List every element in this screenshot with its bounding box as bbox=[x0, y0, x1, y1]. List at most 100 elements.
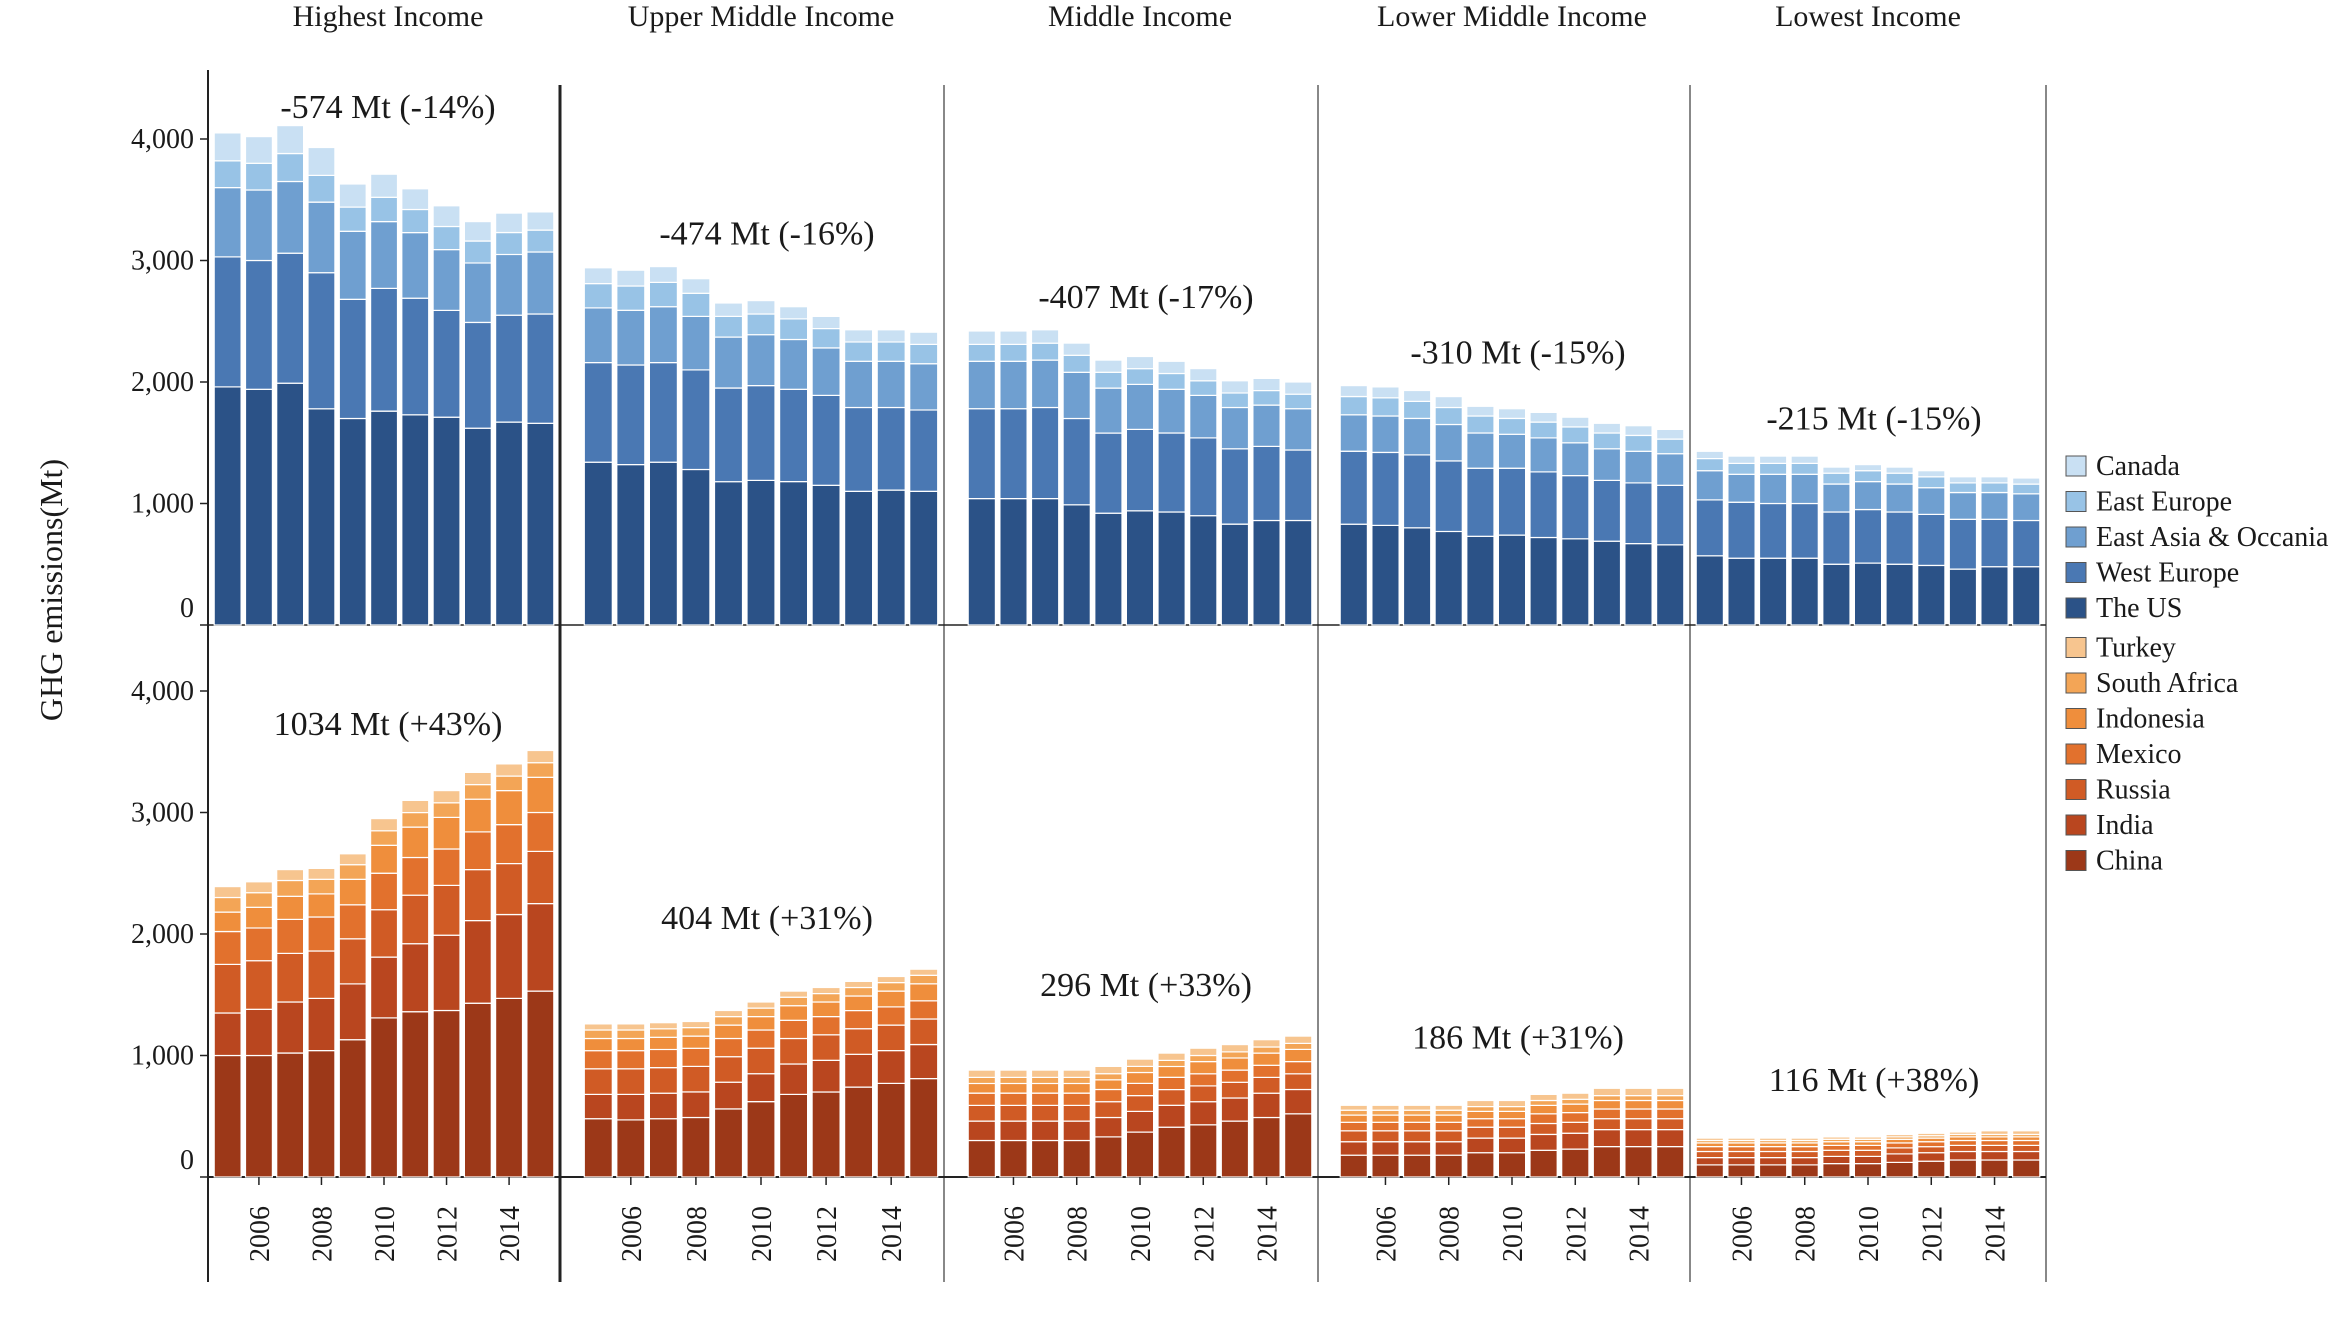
panel-highest-income-developed bbox=[213, 124, 555, 626]
bar-highest-income-developing-turkey-2014 bbox=[495, 763, 524, 777]
bar-middle-income-developed-east-europe-2008 bbox=[1062, 354, 1091, 373]
bar-lower-middle-income-developing-mexico-2013 bbox=[1592, 1108, 1622, 1120]
bar-middle-income-developing-indonesia-2010 bbox=[1125, 1071, 1155, 1084]
bar-lowest-income-developed-east-europe-2011 bbox=[1885, 472, 1914, 485]
bar-middle-income-developing-india-2011 bbox=[1157, 1104, 1186, 1128]
bar-upper-middle-income-developing-mexico-2014 bbox=[876, 1006, 906, 1026]
bar-lowest-income-developed-canada-2012 bbox=[1917, 470, 1946, 478]
bar-lower-middle-income-developing-mexico-2009 bbox=[1466, 1118, 1495, 1128]
bar-lowest-income-developed-west-europe-2010 bbox=[1853, 509, 1883, 564]
bar-middle-income-developed-the-us-2014 bbox=[1252, 519, 1281, 626]
bar-upper-middle-income-developing-south-africa-2011 bbox=[778, 996, 809, 1007]
bar-highest-income-developed-east-asia-occania-2006 bbox=[244, 189, 273, 262]
bar-lower-middle-income-developed-east-asia-occania-2011 bbox=[1529, 437, 1558, 473]
bar-lowest-income-developed-west-europe-2008 bbox=[1790, 502, 1819, 559]
bar-lowest-income-developed-east-asia-occania-2009 bbox=[1822, 483, 1851, 513]
bar-upper-middle-income-developed-east-asia-occania-2008 bbox=[681, 315, 711, 371]
bar-lower-middle-income-developed-east-europe-2005 bbox=[1339, 396, 1368, 416]
bar-middle-income-developing-indonesia-2009 bbox=[1094, 1079, 1123, 1091]
bar-highest-income-developing-turkey-2008 bbox=[307, 867, 336, 880]
bar-upper-middle-income-developed-west-europe-2007 bbox=[648, 362, 679, 463]
bar-lowest-income-developing-china-2011 bbox=[1885, 1161, 1914, 1178]
bar-lowest-income-developed-east-europe-2014 bbox=[1980, 482, 2009, 494]
bar-middle-income-developing-turkey-2005 bbox=[967, 1069, 997, 1078]
panel-lower-middle-income-developing bbox=[1339, 1087, 1685, 1178]
bar-upper-middle-income-developing-turkey-2014 bbox=[876, 975, 906, 984]
bar-upper-middle-income-developing-mexico-2006 bbox=[616, 1049, 646, 1070]
bar-middle-income-developed-east-asia-occania-2010 bbox=[1125, 383, 1155, 430]
bar-middle-income-developed-west-europe-2011 bbox=[1157, 432, 1186, 513]
bar-highest-income-developed-west-europe-2008 bbox=[307, 272, 336, 410]
x-tick-label-upper-middle-income-2010: 2010 bbox=[747, 1206, 778, 1262]
x-tick-label-upper-middle-income-2012: 2012 bbox=[812, 1206, 843, 1262]
bar-middle-income-developing-mexico-2006 bbox=[999, 1092, 1028, 1106]
bar-highest-income-developed-canada-2009 bbox=[338, 183, 367, 208]
bar-middle-income-developed-the-us-2013 bbox=[1220, 523, 1250, 626]
bar-upper-middle-income-developing-mexico-2009 bbox=[713, 1037, 744, 1058]
bar-lowest-income-developed-east-asia-occania-2013 bbox=[1948, 492, 1978, 520]
bar-highest-income-developing-south-africa-2012 bbox=[432, 802, 461, 818]
bar-middle-income-developing-india-2012 bbox=[1189, 1101, 1218, 1126]
bar-upper-middle-income-developing-mexico-2011 bbox=[778, 1019, 809, 1040]
bar-middle-income-developed-east-europe-2011 bbox=[1157, 372, 1186, 390]
bar-lowest-income-developing-russia-2011 bbox=[1885, 1147, 1914, 1155]
bar-upper-middle-income-developed-the-us-2011 bbox=[778, 481, 809, 626]
bar-middle-income-developing-china-2007 bbox=[1030, 1139, 1060, 1178]
bar-highest-income-developing-russia-2012 bbox=[432, 884, 461, 936]
bar-lower-middle-income-developing-turkey-2011 bbox=[1529, 1093, 1558, 1102]
bar-upper-middle-income-developing-india-2006 bbox=[616, 1093, 646, 1121]
bar-highest-income-developed-east-asia-occania-2008 bbox=[307, 201, 336, 274]
bar-upper-middle-income-developed-the-us-2005 bbox=[583, 461, 613, 626]
bar-lowest-income-developed-east-europe-2006 bbox=[1727, 462, 1756, 475]
bar-highest-income-developed-east-asia-occania-2007 bbox=[276, 180, 305, 254]
bar-lower-middle-income-developing-south-africa-2007 bbox=[1402, 1109, 1432, 1116]
bar-highest-income-developing-russia-2008 bbox=[307, 950, 336, 1000]
bar-middle-income-developing-russia-2009 bbox=[1094, 1101, 1123, 1119]
bar-upper-middle-income-developed-canada-2015 bbox=[909, 331, 939, 346]
panel-lowest-income-developed bbox=[1695, 450, 2041, 626]
legend-swatch-west-europe bbox=[2065, 562, 2087, 583]
bar-highest-income-developing-mexico-2007 bbox=[276, 918, 305, 955]
bar-upper-middle-income-developed-east-asia-occania-2009 bbox=[713, 336, 744, 389]
bar-middle-income-developing-south-africa-2007 bbox=[1030, 1076, 1060, 1085]
bar-highest-income-developed-west-europe-2013 bbox=[463, 321, 492, 429]
bar-middle-income-developed-canada-2006 bbox=[999, 330, 1028, 345]
bar-middle-income-developed-the-us-2005 bbox=[967, 498, 997, 626]
bar-middle-income-developed-east-asia-occania-2006 bbox=[999, 360, 1028, 410]
bar-lower-middle-income-developed-east-europe-2007 bbox=[1402, 400, 1432, 419]
bar-lowest-income-developing-turkey-2015 bbox=[2011, 1130, 2041, 1136]
bar-upper-middle-income-developing-south-africa-2007 bbox=[648, 1028, 679, 1038]
bar-middle-income-developed-east-europe-2015 bbox=[1283, 393, 1313, 410]
bar-lower-middle-income-developed-west-europe-2010 bbox=[1497, 467, 1527, 536]
bar-lowest-income-developing-russia-2006 bbox=[1727, 1150, 1756, 1159]
bar-lower-middle-income-developing-south-africa-2014 bbox=[1624, 1094, 1653, 1102]
bar-lower-middle-income-developing-russia-2007 bbox=[1402, 1130, 1432, 1143]
bar-lower-middle-income-developing-china-2010 bbox=[1497, 1152, 1527, 1178]
bar-highest-income-developed-east-europe-2013 bbox=[463, 240, 492, 264]
bar-lowest-income-developing-mexico-2012 bbox=[1917, 1141, 1946, 1148]
bar-highest-income-developed-the-us-2008 bbox=[307, 408, 336, 626]
bar-lowest-income-developing-mexico-2007 bbox=[1758, 1145, 1788, 1153]
bar-highest-income-developing-south-africa-2013 bbox=[463, 783, 492, 800]
y-tick-label-bottom-4000: 4,000 bbox=[131, 676, 194, 707]
bar-highest-income-developing-indonesia-2014 bbox=[495, 789, 524, 826]
bar-upper-middle-income-developed-west-europe-2012 bbox=[811, 394, 841, 486]
bar-middle-income-developed-east-asia-occania-2005 bbox=[967, 360, 997, 410]
bar-upper-middle-income-developing-china-2007 bbox=[648, 1118, 679, 1178]
bar-lowest-income-developed-the-us-2011 bbox=[1885, 563, 1914, 626]
bar-lower-middle-income-developing-china-2009 bbox=[1466, 1152, 1495, 1178]
bar-highest-income-developing-indonesia-2005 bbox=[213, 911, 242, 933]
bar-highest-income-developed-canada-2011 bbox=[401, 188, 430, 211]
legend-swatch-the-us bbox=[2065, 597, 2087, 619]
bar-highest-income-developed-east-europe-2006 bbox=[244, 162, 273, 191]
bar-lower-middle-income-developing-russia-2014 bbox=[1624, 1118, 1653, 1131]
bar-lowest-income-developing-china-2007 bbox=[1758, 1164, 1788, 1178]
bar-highest-income-developing-indonesia-2015 bbox=[526, 776, 555, 814]
bar-highest-income-developing-south-africa-2006 bbox=[244, 892, 273, 908]
bar-lowest-income-developed-east-asia-occania-2015 bbox=[2011, 493, 2041, 522]
bar-middle-income-developing-indonesia-2015 bbox=[1283, 1048, 1313, 1063]
legend-label-canada: Canada bbox=[2096, 451, 2181, 482]
bar-lowest-income-developed-canada-2010 bbox=[1853, 464, 1883, 472]
bar-highest-income-developing-turkey-2009 bbox=[338, 853, 367, 866]
bar-lower-middle-income-developing-indonesia-2006 bbox=[1371, 1114, 1400, 1123]
